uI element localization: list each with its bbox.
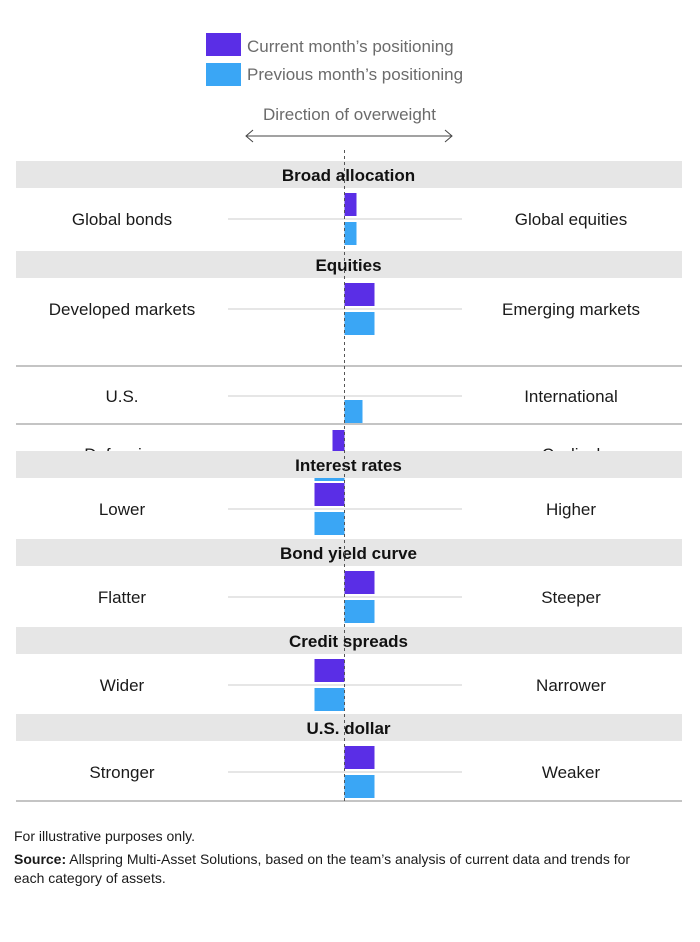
bar-previous	[344, 312, 375, 335]
bar-previous	[314, 512, 345, 535]
legend-swatch-current	[206, 33, 241, 56]
positioning-chart: Current month’s positioning Previous mont…	[16, 33, 682, 802]
direction-arrow-left-head	[245, 129, 254, 143]
legend-label-previous: Previous month’s positioning	[247, 65, 463, 84]
bar-previous	[344, 600, 375, 623]
direction-label: Direction of overweight	[263, 105, 436, 124]
row-label-right: Higher	[546, 500, 596, 519]
section-band	[16, 161, 682, 188]
row-label-left: U.S.	[105, 387, 138, 406]
bar-current	[344, 193, 357, 216]
legend-swatch-previous	[206, 63, 241, 86]
row-label-left: Lower	[99, 500, 146, 519]
section-title: Interest rates	[295, 456, 402, 475]
bar-current	[344, 746, 375, 769]
row-label-left: Developed markets	[49, 300, 195, 319]
section-title: U.S. dollar	[306, 719, 390, 738]
section-title: Credit spreads	[289, 632, 408, 651]
bar-current	[332, 430, 345, 453]
section-title: Bond yield curve	[280, 544, 417, 563]
row-label-left: Flatter	[98, 588, 147, 607]
section-title: Equities	[315, 256, 381, 275]
bar-current	[314, 659, 345, 682]
bar-current	[344, 571, 375, 594]
section-title: Broad allocation	[282, 166, 415, 185]
row-label-left: Wider	[100, 676, 145, 695]
section-band	[16, 627, 682, 654]
row-label-right: Weaker	[542, 763, 601, 782]
section-band	[16, 714, 682, 741]
row-label-right: Narrower	[536, 676, 606, 695]
bar-previous	[344, 775, 375, 798]
source-label: Source:	[14, 851, 67, 867]
row-label-left: Stronger	[89, 763, 155, 782]
row-label-left: Global bonds	[72, 210, 172, 229]
bar-current	[314, 483, 345, 506]
source-text: Allspring Multi-Asset Solutions, based o…	[14, 851, 631, 886]
bar-previous	[344, 222, 357, 245]
direction-arrow-right-head	[444, 129, 453, 143]
section-band	[16, 251, 682, 278]
row-label-right: International	[524, 387, 618, 406]
row-label-right: Steeper	[541, 588, 601, 607]
source-note: Source: Allspring Multi-Asset Solutions,…	[14, 850, 664, 888]
bar-previous	[344, 400, 363, 423]
section-band	[16, 539, 682, 566]
disclaimer-note: For illustrative purposes only.	[14, 828, 196, 844]
row-label-right: Global equities	[515, 210, 627, 229]
section-band	[16, 451, 682, 478]
bar-previous	[314, 688, 345, 711]
bar-current	[344, 283, 375, 306]
legend-label-current: Current month’s positioning	[247, 37, 454, 56]
row-label-right: Emerging markets	[502, 300, 640, 319]
